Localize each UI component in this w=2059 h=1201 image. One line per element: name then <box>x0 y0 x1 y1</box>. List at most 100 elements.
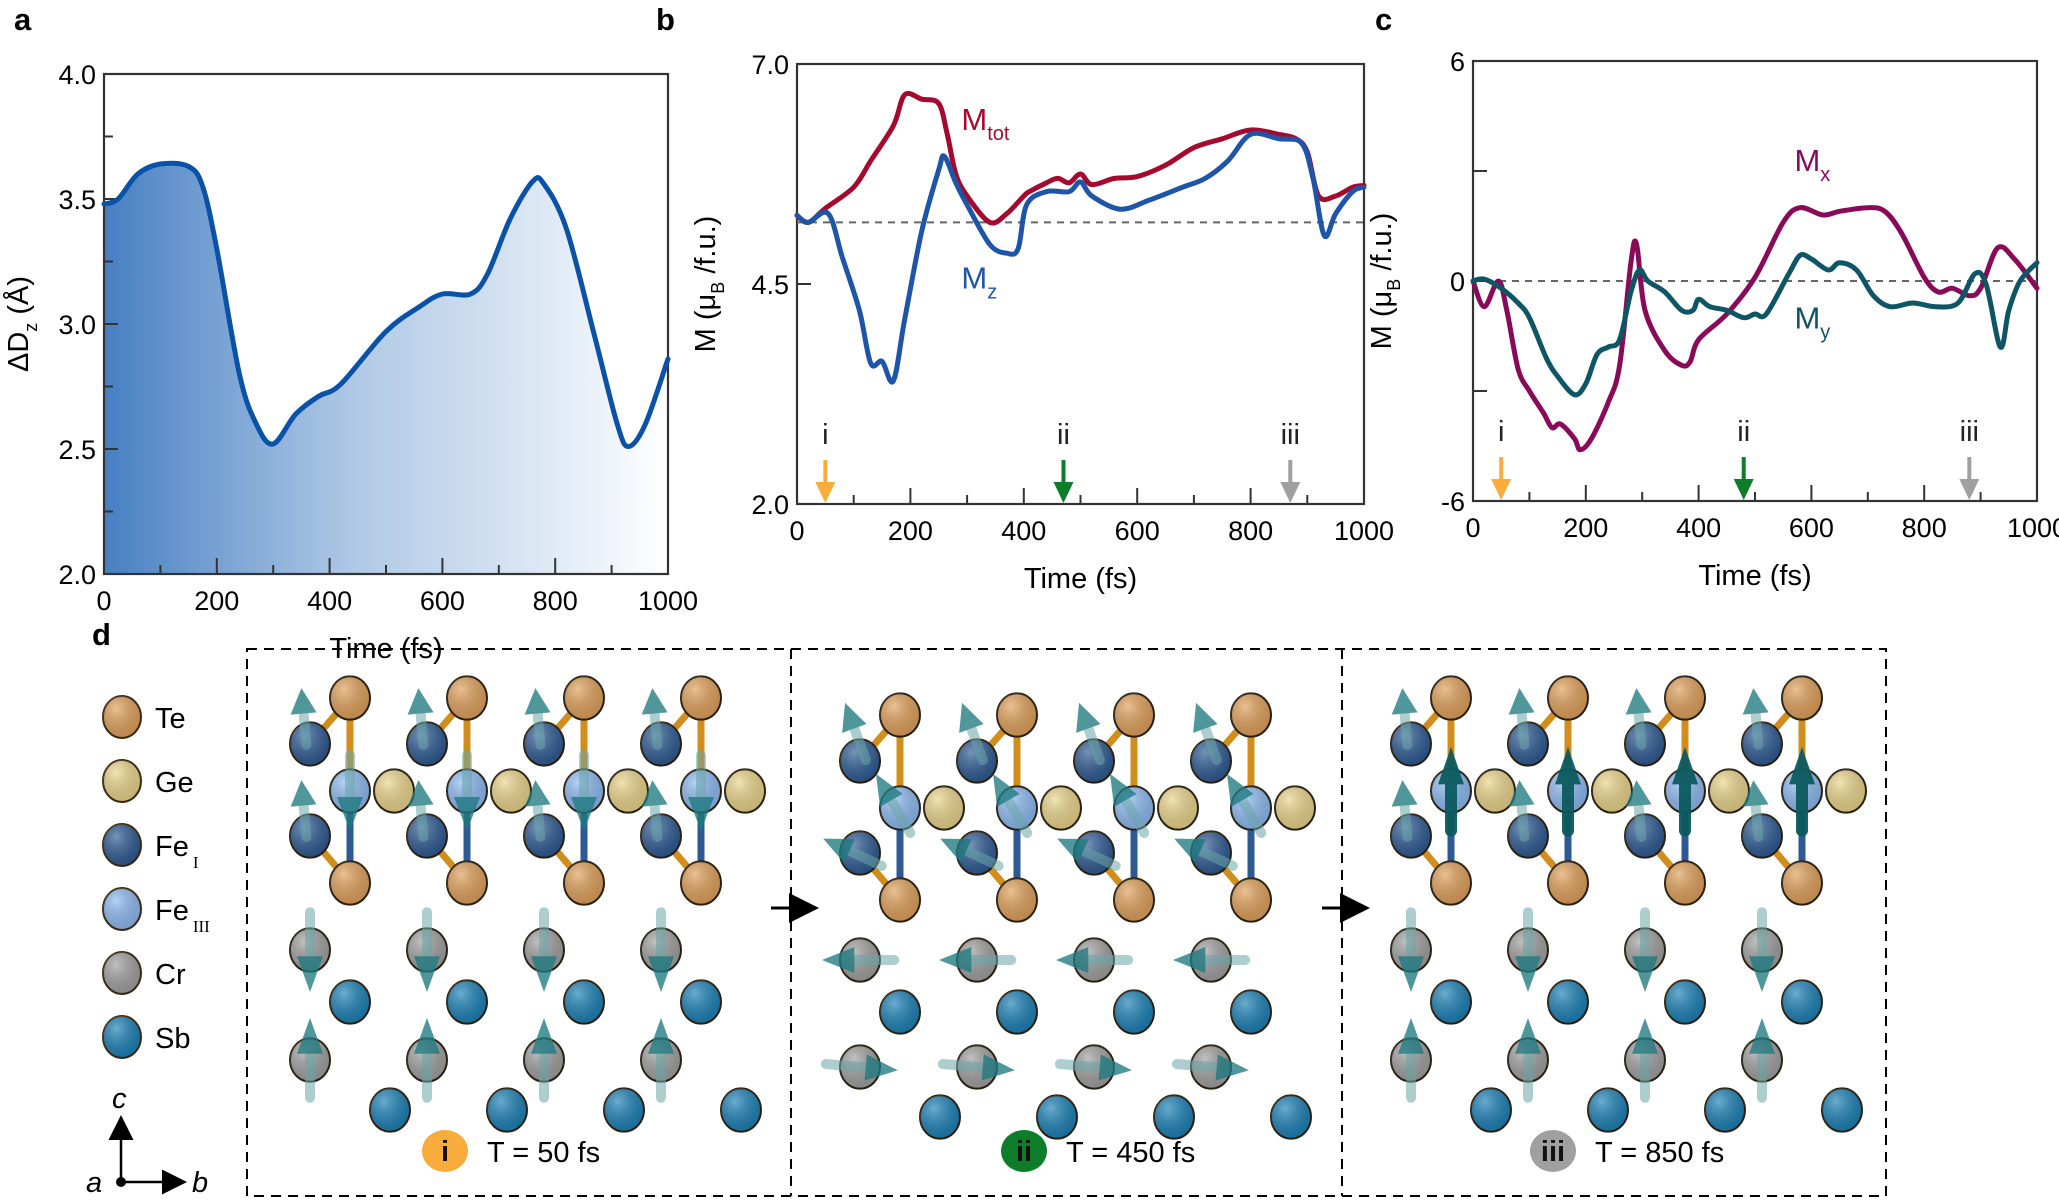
y-tick-label: 7.0 <box>751 50 789 80</box>
x-tick-label: 800 <box>1228 516 1273 546</box>
swatch-shading <box>103 1016 141 1058</box>
spin-arrow-icon <box>1632 1018 1658 1103</box>
atom-shading <box>330 861 370 905</box>
unit-cell <box>640 675 766 1133</box>
spin-arrow-icon <box>1749 1018 1775 1103</box>
spin-arrow-icon <box>1171 1054 1249 1081</box>
atom-shading <box>1588 1088 1628 1132</box>
y-axis-title: ΔDz (Å) <box>2 276 41 372</box>
time-marker-arrowhead <box>1491 479 1512 500</box>
atom-shading <box>1158 786 1198 830</box>
spin-arrow-icon <box>1110 773 1150 839</box>
spin-arrow-icon <box>1056 947 1134 973</box>
spin-arrow-icon <box>842 702 871 766</box>
atom-shading <box>957 739 997 783</box>
x-tick-label: 400 <box>307 586 352 616</box>
spin-arrow-icon <box>1515 1018 1541 1103</box>
unit-cell <box>1171 692 1316 1140</box>
series-label-mtot: Mtot <box>961 102 1010 145</box>
y-tick-label: 4.5 <box>751 270 789 300</box>
spin-arrow-icon <box>297 907 323 992</box>
atom-shading <box>924 786 964 830</box>
atom-shading <box>1826 769 1866 813</box>
badge-text: ii <box>1016 1136 1032 1168</box>
atom-shading <box>608 769 648 813</box>
series-line-mtot <box>794 90 1367 226</box>
legend-label: Sb <box>155 1023 190 1055</box>
time-marker-label: i <box>822 419 828 451</box>
panel-d-structures: d Te Ge Fe I Fe III Cr Sb c a b i T = 50 fs ii T =… <box>86 617 1887 1199</box>
atom-shading <box>1548 980 1588 1024</box>
y-axis-title: M (μB /f.u.) <box>690 216 728 353</box>
time-marker-label: ii <box>1737 416 1750 448</box>
spin-arrow-icon <box>414 907 440 992</box>
y-tick-label: 2.0 <box>751 490 789 520</box>
atom-shading <box>681 676 721 720</box>
spin-arrow-icon <box>1515 907 1541 992</box>
atom-shading <box>721 1088 761 1132</box>
time-marker-label: ii <box>1057 419 1070 451</box>
spin-arrow-icon <box>937 1054 1015 1081</box>
x-tick-label: 600 <box>1789 513 1834 543</box>
x-tick-label: 0 <box>1465 513 1480 543</box>
spin-arrow-icon <box>531 907 557 992</box>
atom-shading <box>1665 861 1705 905</box>
spin-arrow-icon <box>648 1018 674 1103</box>
atom-shading <box>564 980 604 1024</box>
atom-shading <box>564 676 604 720</box>
spin-arrow-icon <box>820 1054 898 1081</box>
state-frames: i T = 50 fs ii T = 450 fs iii T = 850 fs <box>246 648 1887 1197</box>
atom-shading <box>1114 693 1154 737</box>
spin-arrow-icon <box>1076 702 1105 766</box>
spin-arrow-icon <box>1173 947 1251 973</box>
y-tick-label: 4.0 <box>58 60 96 90</box>
spin-arrow-icon <box>531 1018 557 1103</box>
x-tick-label: 1000 <box>2007 513 2059 543</box>
panel-letter-c: c <box>1375 2 1392 37</box>
y-tick-label: 3.0 <box>58 310 96 340</box>
series-line-mx <box>1470 205 2040 453</box>
atom-shading <box>997 693 1037 737</box>
time-marker-label: iii <box>1281 419 1300 451</box>
atom-shading <box>447 676 487 720</box>
atom-shading <box>604 1088 644 1132</box>
spin-arrow-icon <box>1398 907 1424 992</box>
spin-arrow-icon <box>1193 702 1222 766</box>
x-axis-title: Time (fs) <box>1024 563 1137 595</box>
spin-arrow-icon <box>1174 838 1238 871</box>
legend-item-fe3: Fe III <box>102 887 210 936</box>
badge-circle <box>1001 1130 1047 1172</box>
plot-frame <box>795 62 1366 506</box>
spin-arrow-icon <box>641 780 668 842</box>
time-marker-arrowhead <box>815 482 836 503</box>
spin-arrow-icon <box>407 780 434 842</box>
atom-shading <box>1041 786 1081 830</box>
state-panel-i: i T = 50 fs <box>289 675 766 1172</box>
atom-shading <box>725 769 765 813</box>
atom-shading <box>1431 676 1471 720</box>
atom-shading <box>1782 861 1822 905</box>
legend-item-ge: Ge <box>102 759 194 803</box>
atom-shading <box>1822 1088 1862 1132</box>
x-axis-title: Time (fs) <box>1698 560 1811 592</box>
atom-shading <box>1665 980 1705 1024</box>
atom-shading <box>1231 878 1271 922</box>
state-panel-iii: iii T = 850 fs <box>1390 675 1867 1172</box>
atom-shading <box>1782 980 1822 1024</box>
atom-shading <box>1037 1095 1077 1139</box>
unit-cell <box>1390 675 1516 1133</box>
spin-arrow-icon <box>1742 780 1769 842</box>
state-time-label: T = 450 fs <box>1066 1137 1195 1169</box>
legend-label: Fe I <box>155 831 199 872</box>
spin-arrow-icon <box>648 907 674 992</box>
series-line-dz <box>101 160 671 449</box>
spin-arrow-icon <box>337 750 363 831</box>
unit-cell <box>820 692 965 1140</box>
spin-arrow-icon <box>939 947 1017 973</box>
badge-circle <box>1530 1130 1576 1172</box>
swatch-shading <box>103 824 141 866</box>
atom-shading <box>1191 739 1231 783</box>
atom-shading <box>681 861 721 905</box>
